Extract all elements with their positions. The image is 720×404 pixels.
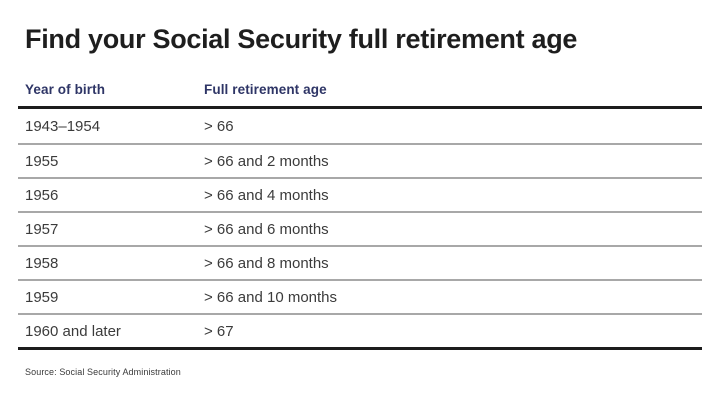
cell-full-retirement-age: > 66 and 6 months [204,220,329,238]
table-body: 1943–1954 > 66 1955 > 66 and 2 months 1956 > … [18,109,702,347]
table-row: 1958 > 66 and 8 months [18,245,702,279]
cell-year-of-birth: 1943–1954 [25,117,101,135]
table-row: 1943–1954 > 66 [18,109,702,143]
table-row: 1955 > 66 and 2 months [18,143,702,177]
column-header-full-retirement-age: Full retirement age [204,82,327,98]
cell-full-retirement-age: > 66 and 4 months [204,186,329,204]
table-row: 1957 > 66 and 6 months [18,211,702,245]
cell-full-retirement-age: > 66 [204,117,234,135]
cell-year-of-birth: 1960 and later [25,322,121,340]
cell-full-retirement-age: > 66 and 8 months [204,254,329,272]
cell-full-retirement-age: > 66 and 2 months [204,152,329,170]
cell-year-of-birth: 1958 [25,254,59,272]
page-title: Find your Social Security full retiremen… [25,24,578,54]
cell-year-of-birth: 1959 [25,288,59,306]
cell-year-of-birth: 1955 [25,152,59,170]
table-header-row: Year of birth Full retirement age [18,82,702,106]
retirement-age-table: Year of birth Full retirement age 1943–1… [18,82,702,351]
source-note: Source: Social Security Administration [25,367,181,378]
table-row: 1960 and later > 67 [18,313,702,347]
cell-full-retirement-age: > 67 [204,322,234,340]
table-row: 1956 > 66 and 4 months [18,177,702,211]
cell-year-of-birth: 1956 [25,186,59,204]
cell-year-of-birth: 1957 [25,220,59,238]
header-rule [18,106,702,110]
column-header-year-of-birth: Year of birth [25,82,106,98]
bottom-rule [18,347,702,351]
cell-full-retirement-age: > 66 and 10 months [204,288,338,306]
table-row: 1959 > 66 and 10 months [18,279,702,313]
